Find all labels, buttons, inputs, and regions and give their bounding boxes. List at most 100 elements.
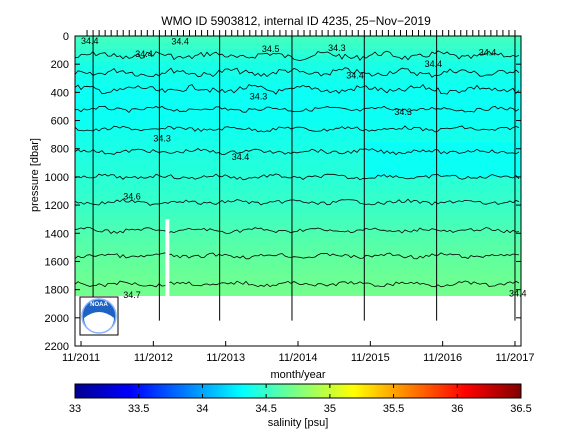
- colorbar-tick-label: 36.5: [510, 403, 531, 415]
- colorbar-tick-label: 34: [196, 403, 208, 415]
- field-band: [75, 198, 521, 207]
- contour-line: [75, 198, 520, 206]
- field-band: [75, 172, 521, 180]
- field-band: [75, 185, 521, 194]
- y-axis-label: pressure [dbar]: [29, 138, 41, 212]
- contour-label: 34.4: [425, 59, 443, 69]
- colorbar-tick-label: 35.5: [383, 403, 404, 415]
- contour-line: [75, 280, 520, 288]
- contour-label: 34.4: [479, 48, 497, 58]
- colorbar-label: salinity [psu]: [268, 417, 329, 429]
- profile-lines: [86, 30, 516, 321]
- contour-label: 34.4: [135, 49, 153, 59]
- contour-line: [75, 226, 520, 235]
- field-band: [75, 231, 521, 239]
- contour-label: 34.3: [250, 91, 268, 101]
- y-tick-label: 600: [51, 116, 69, 128]
- colorbar-tick-label: 35: [324, 403, 336, 415]
- contour-line: [75, 148, 520, 156]
- x-axis-label: month/year: [270, 369, 325, 381]
- field-band: [75, 81, 521, 89]
- contour-label: 34.3: [153, 134, 171, 144]
- field-band: [75, 42, 521, 50]
- contour-line: [75, 50, 520, 61]
- y-tick-label: 1400: [45, 228, 69, 240]
- y-tick-label: 1800: [45, 285, 69, 297]
- colorbar-tick-label: 34.5: [255, 403, 276, 415]
- y-tick-label: 2000: [45, 313, 69, 325]
- y-tick-label: 0: [63, 31, 69, 43]
- contour-line: [75, 173, 520, 181]
- field-band: [75, 218, 521, 226]
- field-band: [75, 75, 521, 83]
- field-band: [75, 101, 521, 109]
- contour-labels: 34.4 34.4 34.5 34.4 34.3 34.4 34.4 34.4 34.3 34.3…: [81, 36, 526, 300]
- contour-line: [75, 83, 520, 95]
- field-band: [75, 192, 521, 200]
- contour-label: 34.4: [171, 36, 189, 46]
- field-band: [75, 270, 521, 278]
- noaa-logo: NOAA: [79, 296, 119, 336]
- contour-label: 34.4: [232, 152, 250, 162]
- x-tick-label: 11/2012: [134, 352, 173, 364]
- y-tick-label: 200: [51, 59, 69, 71]
- field-band: [75, 238, 521, 246]
- field-band: [75, 127, 521, 135]
- field-band: [75, 88, 521, 96]
- contour-label: 34.4: [346, 70, 364, 80]
- field-band: [75, 290, 521, 296]
- colorbar-tick-label: 36: [451, 403, 463, 415]
- salinity-contours: [75, 50, 520, 288]
- contour-label: 34.3: [394, 107, 412, 117]
- field-band: [75, 140, 521, 148]
- field-band: [75, 120, 521, 128]
- y-tick-label: 800: [51, 144, 69, 156]
- y-tick-label: 1000: [45, 172, 69, 184]
- field-band: [75, 264, 521, 272]
- contour-line: [75, 125, 520, 133]
- field-band: [75, 211, 521, 220]
- field-band: [75, 133, 521, 141]
- contour-label: 34.6: [123, 191, 141, 201]
- field-band: [75, 55, 521, 63]
- x-tick-label: 11/2016: [423, 352, 462, 364]
- x-tick-label: 11/2013: [206, 352, 245, 364]
- contour-label: 34.4: [509, 289, 527, 299]
- y-tick-label: 1200: [45, 200, 69, 212]
- field-band: [75, 257, 521, 265]
- contour-label: 34.7: [123, 290, 141, 300]
- field-band: [75, 179, 521, 187]
- data-gap: [165, 219, 170, 297]
- salinity-field: [75, 36, 521, 296]
- contour-label: 34.4: [81, 36, 99, 46]
- field-patch: [364, 141, 521, 177]
- contour-line: [75, 105, 520, 113]
- field-band: [75, 166, 521, 174]
- colorbar-tick-label: 33.5: [128, 403, 149, 415]
- field-band: [75, 62, 521, 70]
- field-band: [75, 277, 521, 285]
- colorbar-ticks: 33 33.5 34 34.5 35 35.5 36 36.5: [69, 384, 532, 415]
- y-tick-label: 400: [51, 87, 69, 99]
- y-tick-label: 1600: [45, 256, 69, 268]
- field-band: [75, 205, 521, 213]
- field-band: [75, 244, 521, 252]
- field-band: [75, 36, 521, 44]
- colorbar-tick-label: 33: [69, 403, 81, 415]
- field-band: [75, 114, 521, 122]
- contour-line: [75, 67, 520, 78]
- contour-label: 34.3: [328, 43, 346, 53]
- field-band: [75, 146, 521, 154]
- contour-label: 34.5: [262, 44, 280, 54]
- x-tick-label: 11/2017: [495, 352, 534, 364]
- field-band: [75, 94, 521, 102]
- y-tick-label: 2200: [45, 341, 69, 353]
- x-tick-label: 11/2015: [351, 352, 390, 364]
- x-axis: 11/2011 11/2012 11/2013 11/2014 11/2015 11/20…: [62, 341, 534, 364]
- field-band: [75, 224, 521, 233]
- field-band: [75, 159, 521, 167]
- field-band: [75, 153, 521, 161]
- field-band: [75, 283, 521, 291]
- x-tick-label: 11/2011: [62, 352, 100, 364]
